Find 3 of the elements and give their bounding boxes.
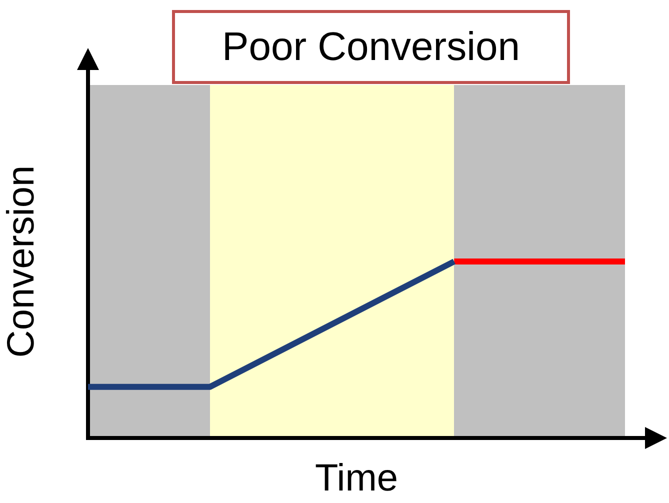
y-axis-title: Conversion <box>0 165 42 358</box>
x-axis-title: Time <box>314 458 398 500</box>
chart-title: Poor Conversion <box>172 10 570 84</box>
